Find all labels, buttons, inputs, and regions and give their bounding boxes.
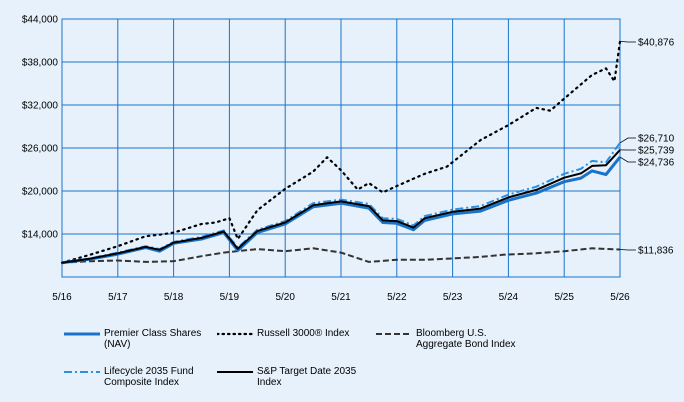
end-value-label: $26,710: [638, 134, 675, 145]
x-tick-label: 5/24: [499, 292, 519, 303]
end-value-label: $24,736: [638, 158, 675, 169]
x-tick-label: 5/16: [52, 292, 72, 303]
end-value-label: $40,876: [638, 38, 675, 49]
series-line: [61, 149, 621, 264]
y-tick-label: $20,000: [22, 187, 59, 198]
x-tick-label: 5/22: [387, 292, 407, 303]
y-tick-label: $44,000: [22, 15, 59, 26]
x-tick-label: 5/25: [554, 292, 574, 303]
x-tick-label: 5/17: [108, 292, 128, 303]
end-value-label: $25,739: [638, 146, 675, 157]
y-tick-label: $32,000: [22, 101, 59, 112]
x-tick-label: 5/21: [331, 292, 351, 303]
x-tick-label: 5/18: [164, 292, 184, 303]
y-axis: $14,000 $20,000 $26,000 $32,000 $38,000 $44,0…: [22, 15, 59, 241]
x-tick-label: 5/26: [610, 292, 630, 303]
x-tick-label: 5/19: [220, 292, 240, 303]
series-line: [61, 247, 621, 264]
y-tick-label: $26,000: [22, 144, 59, 155]
end-labels: $40,876 $26,710$25,739$24,736 $11,836: [619, 38, 675, 257]
x-axis: 5/16 5/17 5/18 5/19 5/20 5/21 5/22 5/23 5/24 5/25…: [52, 292, 630, 303]
series-line: [60, 40, 622, 264]
end-label-leader: [619, 40, 636, 43]
end-value-label: $11,836: [638, 246, 674, 257]
x-tick-label: 5/20: [275, 292, 295, 303]
end-label-leader: [619, 137, 636, 144]
y-tick-label: $38,000: [22, 58, 59, 69]
chart-series: [60, 40, 622, 265]
chart-grid: [61, 18, 621, 278]
y-tick-label: $14,000: [22, 230, 59, 241]
x-tick-label: 5/23: [443, 292, 463, 303]
end-label-leader: [619, 156, 636, 163]
series-line: [61, 156, 622, 265]
